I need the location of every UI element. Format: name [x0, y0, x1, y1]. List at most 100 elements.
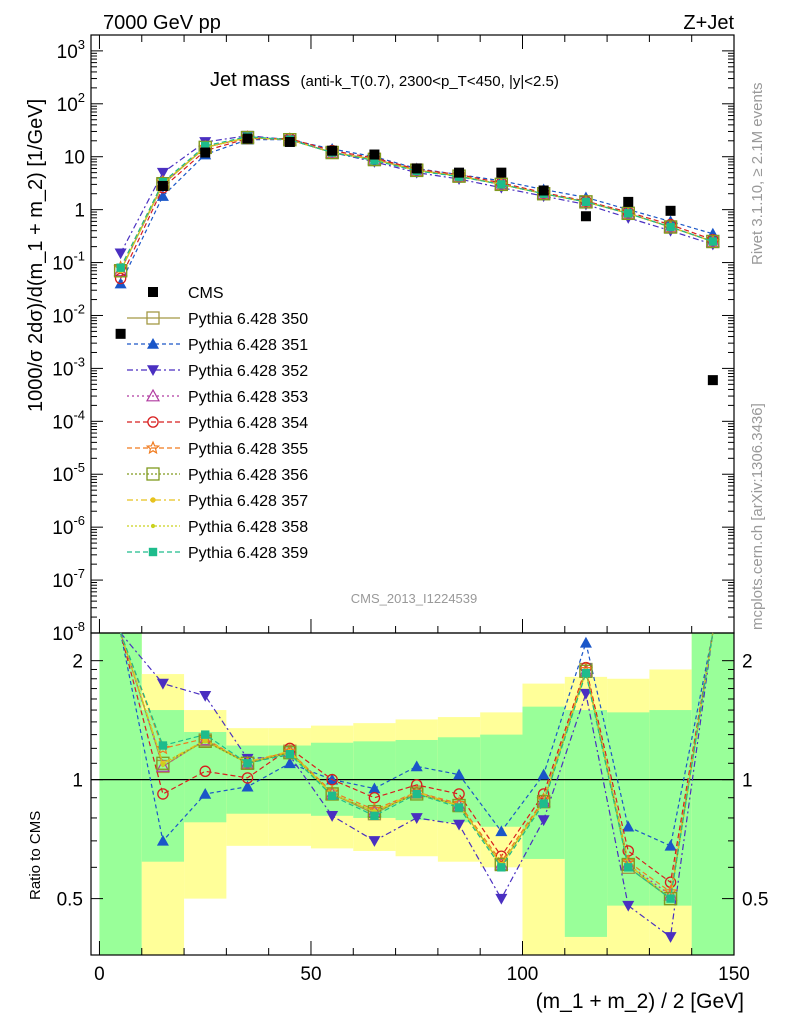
- series-point-ratio: [155, 759, 170, 772]
- series-point-main: [706, 234, 720, 249]
- legend-label: Pythia 6.428 356: [188, 467, 308, 484]
- cms-data-point: [496, 167, 507, 178]
- x-tick-label: 50: [300, 964, 321, 985]
- series-point-ratio: [285, 749, 295, 759]
- cms-data-point: [707, 375, 718, 386]
- legend-label: Pythia 6.428 358: [188, 519, 308, 536]
- series-point-ratio: [156, 834, 169, 846]
- series-point-ratio: [368, 782, 381, 794]
- legend-marker: [146, 467, 160, 481]
- series-point-ratio: [581, 668, 591, 678]
- ratio-tick-label: 2: [72, 652, 83, 673]
- band-green-10: [522, 706, 565, 859]
- cms-data-point: [580, 211, 591, 222]
- cms-data-point: [157, 180, 168, 191]
- x-tick-label: 150: [718, 964, 750, 985]
- ratio-tick-label-right: 2: [742, 652, 753, 673]
- series-point-ratio: [160, 762, 166, 767]
- series-line-main: [120, 135, 713, 268]
- cms-data-point: [454, 167, 465, 178]
- x-tick-label: 0: [94, 964, 105, 985]
- legend-label: Pythia 6.428 352: [188, 363, 308, 380]
- series-line-ratio: [120, 632, 714, 900]
- y-tick-label: 10-6: [52, 513, 85, 539]
- cms-data-point: [242, 133, 253, 144]
- analysis-id: CMS_2013_I1224539: [351, 591, 478, 606]
- cms-data-point: [538, 185, 549, 196]
- band-green-11: [564, 710, 608, 937]
- legend-marker: [145, 388, 161, 402]
- series-point-ratio: [666, 894, 675, 903]
- legend-label: Pythia 6.428 357: [188, 493, 308, 510]
- series-point-ratio: [240, 756, 255, 770]
- cms-data-point: [623, 196, 634, 207]
- series-point-ratio: [664, 932, 677, 943]
- legend-label: Pythia 6.428 351: [188, 337, 308, 354]
- series-point-ratio: [664, 839, 677, 851]
- band-green-14: [691, 633, 734, 955]
- series-point-ratio: [203, 739, 208, 744]
- series-point-ratio: [283, 757, 296, 769]
- legend-label: Pythia 6.428 355: [188, 441, 308, 458]
- cms-data-point: [665, 205, 676, 216]
- ratio-tick-label-right: 0.5: [742, 890, 768, 911]
- series-point-ratio: [370, 811, 379, 821]
- ratio-frame: [90, 632, 735, 956]
- series-point-ratio: [537, 815, 550, 827]
- series-point-ratio: [410, 813, 423, 824]
- series-point-ratio: [497, 863, 506, 872]
- series-point-main: [497, 180, 506, 189]
- series-point-ratio: [199, 765, 211, 778]
- series-point-ratio: [539, 799, 548, 808]
- legend-label: Pythia 6.428 354: [188, 415, 308, 432]
- series-point-ratio: [199, 690, 212, 702]
- plot-title-main: Jet mass: [210, 69, 290, 91]
- y-tick-label: 10-2: [52, 301, 85, 327]
- y-tick-label: 10-3: [52, 354, 85, 380]
- series-point-ratio: [622, 820, 635, 832]
- series-point-main: [156, 167, 169, 179]
- ratio-tick-label-right: 1: [742, 771, 753, 792]
- y-tick-label: 10-5: [52, 460, 85, 486]
- series-point-ratio: [158, 741, 168, 750]
- series-point-ratio: [201, 730, 210, 739]
- series-point-ratio: [241, 780, 254, 792]
- series-line-ratio: [120, 632, 714, 938]
- series-point-main: [663, 220, 678, 234]
- cms-data-point: [369, 149, 380, 160]
- legend-marker: [150, 523, 156, 529]
- series-line-main: [120, 138, 714, 279]
- legend-label: Pythia 6.428 350: [188, 311, 308, 328]
- series-point-ratio: [327, 791, 337, 801]
- band-green-9: [480, 734, 523, 827]
- series-point-ratio: [156, 678, 169, 690]
- series-point-ratio: [495, 825, 508, 837]
- legend: CMS Pythia 6.428 350 Pythia 6.428 351 Pythi…: [127, 285, 308, 562]
- legend-marker: [146, 311, 160, 325]
- series-point-main: [116, 263, 125, 272]
- side-label-top: Rivet 3.1.10, ≥ 2.1M events: [749, 83, 766, 266]
- series-point-ratio: [157, 788, 169, 800]
- series-point-ratio: [199, 787, 212, 799]
- cms-data-point: [200, 147, 211, 158]
- series-point-main: [201, 141, 210, 151]
- x-tick-label: 100: [507, 964, 539, 985]
- series-point-ratio: [537, 768, 550, 780]
- series-point-main: [581, 197, 591, 207]
- x-axis-label: (m_1 + m_2) / 2 [GeV]: [536, 990, 744, 1013]
- series-point-main: [666, 222, 675, 232]
- series-point-ratio: [410, 760, 423, 772]
- series-point-ratio: [454, 803, 464, 812]
- y-tick-label: 1: [74, 201, 85, 222]
- series-line-ratio: [120, 632, 714, 847]
- series-point-main: [624, 209, 633, 218]
- band-green-0: [99, 633, 142, 955]
- legend-label: Pythia 6.428 353: [188, 389, 308, 406]
- series-point-ratio: [495, 893, 508, 905]
- y-tick-label: 10-8: [52, 619, 85, 645]
- series-point-main: [494, 177, 508, 192]
- y-tick-label: 10-4: [52, 407, 85, 433]
- series-point-ratio: [155, 740, 171, 755]
- legend-marker: [147, 365, 159, 376]
